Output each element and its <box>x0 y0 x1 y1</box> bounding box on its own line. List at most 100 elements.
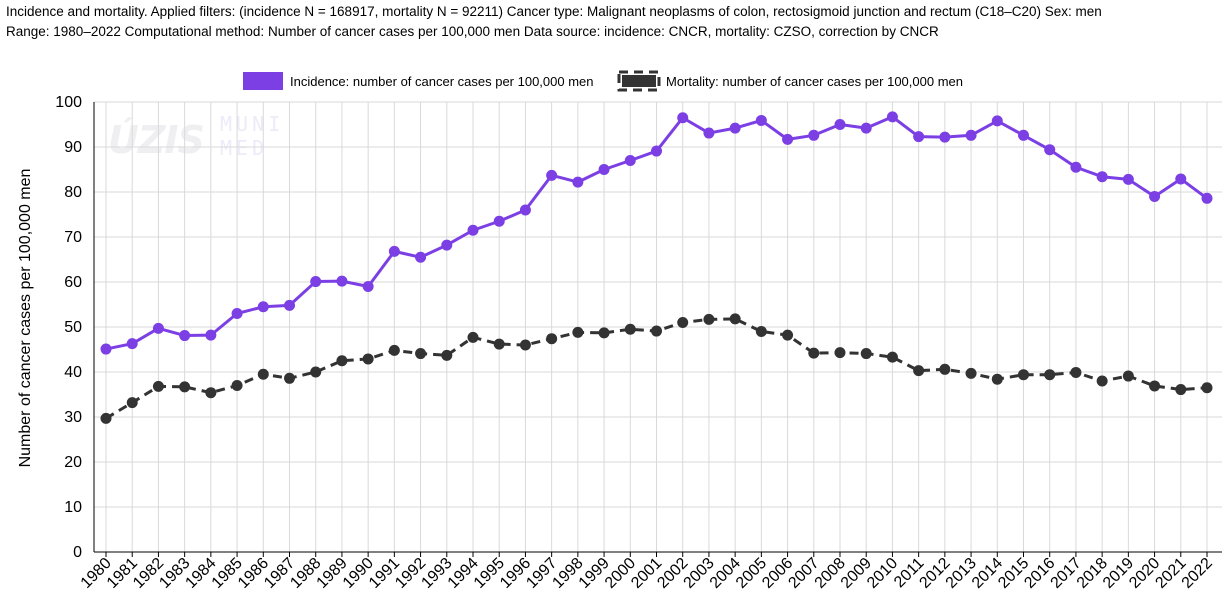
mortality-data-point[interactable] <box>703 313 715 325</box>
incidence-data-point[interactable] <box>1175 173 1187 185</box>
mortality-data-point[interactable] <box>886 351 898 363</box>
incidence-data-point[interactable] <box>336 275 348 287</box>
incidence-data-point[interactable] <box>310 276 322 288</box>
incidence-legend-label[interactable]: Incidence: number of cancer cases per 10… <box>290 74 594 89</box>
mortality-data-point[interactable] <box>729 313 741 325</box>
mortality-data-point[interactable] <box>572 326 584 338</box>
incidence-data-point[interactable] <box>1070 161 1082 173</box>
incidence-data-point[interactable] <box>519 204 531 216</box>
incidence-data-point[interactable] <box>493 215 505 227</box>
mortality-data-point[interactable] <box>598 327 610 339</box>
mortality-data-point[interactable] <box>546 333 558 345</box>
y-tick-label: 50 <box>64 319 82 336</box>
mortality-data-point[interactable] <box>834 347 846 359</box>
y-tick-label: 0 <box>73 544 82 561</box>
incidence-data-point[interactable] <box>126 338 138 350</box>
incidence-data-point[interactable] <box>1122 173 1134 185</box>
incidence-data-point[interactable] <box>677 112 689 124</box>
incidence-data-point[interactable] <box>755 114 767 126</box>
incidence-data-point[interactable] <box>1149 191 1161 202</box>
incidence-data-point[interactable] <box>1201 192 1213 204</box>
incidence-data-point[interactable] <box>624 155 636 166</box>
mortality-data-point[interactable] <box>205 387 217 399</box>
incidence-data-point[interactable] <box>152 322 164 334</box>
incidence-data-point[interactable] <box>572 176 584 188</box>
med-logo-text: MED <box>220 136 269 160</box>
incidence-data-point[interactable] <box>939 131 951 143</box>
incidence-data-point[interactable] <box>546 169 558 181</box>
mortality-data-point[interactable] <box>415 348 427 360</box>
mortality-data-point[interactable] <box>860 348 872 360</box>
mortality-data-point[interactable] <box>1018 369 1029 381</box>
mortality-data-point[interactable] <box>965 367 977 379</box>
incidence-data-point[interactable] <box>1018 129 1029 141</box>
mortality-data-point[interactable] <box>1122 370 1134 382</box>
mortality-data-point[interactable] <box>913 365 925 377</box>
mortality-data-point[interactable] <box>310 366 322 378</box>
mortality-data-point[interactable] <box>179 381 191 393</box>
mortality-data-point[interactable] <box>100 412 112 424</box>
mortality-data-point[interactable] <box>939 363 951 375</box>
mortality-data-point[interactable] <box>441 349 453 361</box>
mortality-data-point[interactable] <box>126 397 138 409</box>
incidence-data-point[interactable] <box>388 245 400 257</box>
mortality-data-point[interactable] <box>362 353 374 365</box>
mortality-legend-label[interactable]: Mortality: number of cancer cases per 10… <box>666 74 963 89</box>
mortality-data-point[interactable] <box>1201 382 1213 394</box>
incidence-data-point[interactable] <box>991 115 1003 127</box>
mortality-data-point[interactable] <box>519 339 531 351</box>
incidence-data-point[interactable] <box>467 224 479 236</box>
incidence-data-point[interactable] <box>415 251 427 263</box>
mortality-data-point[interactable] <box>991 373 1003 385</box>
mortality-data-point[interactable] <box>231 380 243 391</box>
incidence-data-point[interactable] <box>651 145 662 157</box>
incidence-data-point[interactable] <box>1096 171 1108 183</box>
incidence-data-point[interactable] <box>782 133 794 145</box>
incidence-data-point[interactable] <box>808 129 820 141</box>
chart-caption: Incidence and mortality. Applied filters… <box>6 2 1226 42</box>
mortality-data-point[interactable] <box>1096 375 1108 387</box>
incidence-data-point[interactable] <box>179 330 191 342</box>
incidence-data-point[interactable] <box>598 164 610 175</box>
incidence-legend-swatch[interactable] <box>243 72 283 90</box>
mortality-data-point[interactable] <box>493 338 505 350</box>
mortality-data-point[interactable] <box>624 323 636 335</box>
caption-line-range: Range: 1980–2022 Computational method: N… <box>6 24 939 39</box>
incidence-data-point[interactable] <box>965 129 977 141</box>
mortality-data-point[interactable] <box>1044 369 1056 381</box>
incidence-data-point[interactable] <box>860 122 872 134</box>
mortality-data-point[interactable] <box>1149 380 1161 392</box>
mortality-data-point[interactable] <box>677 317 689 328</box>
mortality-data-point[interactable] <box>388 344 400 356</box>
mortality-legend-swatch-fill[interactable] <box>622 75 656 87</box>
incidence-data-point[interactable] <box>886 111 898 123</box>
incidence-data-point[interactable] <box>362 281 374 292</box>
incidence-data-point[interactable] <box>205 329 217 341</box>
mortality-data-point[interactable] <box>467 331 479 343</box>
y-tick-label: 30 <box>64 409 82 426</box>
incidence-data-point[interactable] <box>257 301 269 313</box>
mortality-data-point[interactable] <box>257 368 269 380</box>
mortality-legend-swatch[interactable] <box>617 70 661 92</box>
incidence-data-point[interactable] <box>284 299 295 311</box>
incidence-data-point[interactable] <box>729 122 741 134</box>
mortality-data-point[interactable] <box>782 329 794 341</box>
y-axis-label: Number of cancer cases per 100,000 men <box>17 169 34 468</box>
incidence-data-point[interactable] <box>913 131 925 143</box>
mortality-data-point[interactable] <box>1175 384 1187 396</box>
mortality-data-point[interactable] <box>152 380 164 392</box>
mortality-data-point[interactable] <box>808 347 820 359</box>
incidence-data-point[interactable] <box>703 127 715 139</box>
incidence-data-point[interactable] <box>1044 144 1056 156</box>
incidence-data-point[interactable] <box>834 119 846 130</box>
mortality-data-point[interactable] <box>1070 366 1082 378</box>
mortality-data-point[interactable] <box>336 355 348 367</box>
mortality-data-point[interactable] <box>755 326 767 337</box>
legend[interactable]: Incidence: number of cancer cases per 10… <box>243 70 963 92</box>
mortality-data-point[interactable] <box>284 372 295 384</box>
muni-med-logo: MUNI MED <box>220 112 284 160</box>
incidence-data-point[interactable] <box>231 308 243 319</box>
incidence-data-point[interactable] <box>441 239 453 251</box>
incidence-data-point[interactable] <box>100 343 112 355</box>
mortality-data-point[interactable] <box>651 325 662 337</box>
